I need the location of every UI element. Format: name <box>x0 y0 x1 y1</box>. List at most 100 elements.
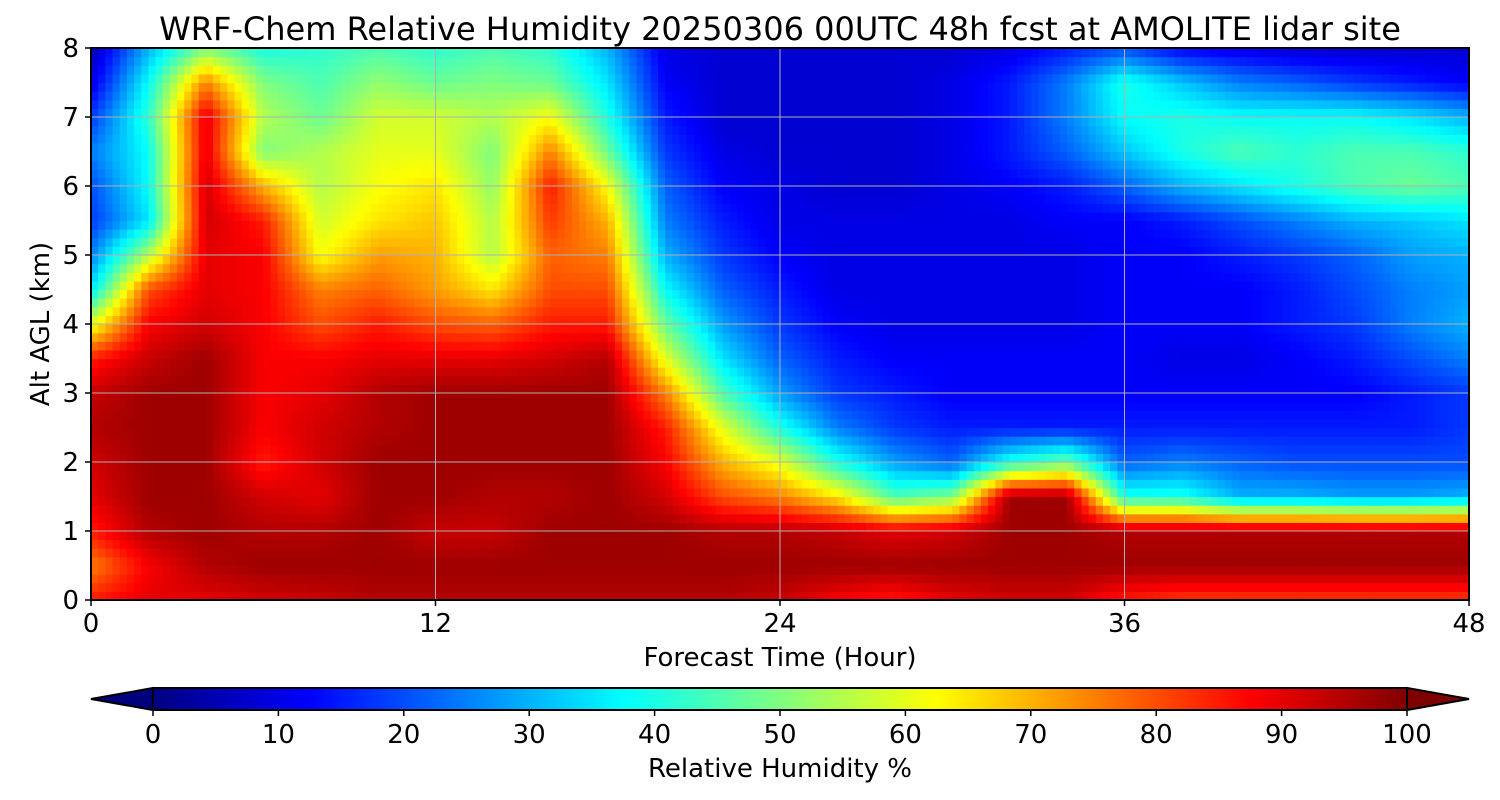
heatmap-cell <box>923 436 932 446</box>
heatmap-cell <box>1282 462 1291 472</box>
heatmap-cell <box>1461 556 1469 567</box>
heatmap-cell <box>772 556 781 567</box>
heatmap-cell <box>1196 418 1205 429</box>
heatmap-cell <box>306 487 315 498</box>
heatmap-cell <box>457 401 465 411</box>
heatmap-cell <box>679 453 688 463</box>
heatmap-cell <box>378 591 386 600</box>
heatmap-cell <box>177 479 185 489</box>
heatmap-cell <box>1325 565 1334 575</box>
heatmap-cell <box>449 375 458 385</box>
heatmap-cell <box>1239 393 1248 403</box>
heatmap-cell <box>1411 462 1420 472</box>
heatmap-cell <box>485 496 494 506</box>
heatmap-cell <box>945 591 953 600</box>
heatmap-cell <box>780 556 788 567</box>
heatmap-cell <box>421 556 429 567</box>
heatmap-cell <box>923 444 932 454</box>
heatmap-cell <box>593 453 602 463</box>
heatmap-cell <box>787 556 795 567</box>
heatmap-cell <box>679 548 688 558</box>
heatmap-cell <box>916 384 925 394</box>
heatmap-cell <box>1153 531 1161 541</box>
heatmap-cell <box>378 393 386 403</box>
heatmap-cell <box>220 582 228 592</box>
heatmap-cell <box>119 436 128 446</box>
heatmap-cell <box>887 401 896 411</box>
heatmap-cell <box>1425 548 1434 558</box>
heatmap-cell <box>1447 453 1456 463</box>
heatmap-cell <box>1052 582 1061 592</box>
heatmap-cell <box>1009 418 1018 429</box>
heatmap-cell <box>600 487 609 498</box>
heatmap-cell <box>952 539 961 549</box>
heatmap-cell <box>1418 565 1427 575</box>
heatmap-cell <box>1454 565 1463 575</box>
heatmap-cell <box>1368 393 1377 403</box>
heatmap-cell <box>1153 505 1161 515</box>
heatmap-cell <box>485 479 494 489</box>
heatmap-cell <box>1461 582 1469 592</box>
heatmap-cell <box>227 591 236 600</box>
heatmap-cell <box>995 462 1004 472</box>
heatmap-cell <box>1160 462 1169 472</box>
heatmap-cell <box>851 565 860 575</box>
heatmap-cell <box>772 574 781 584</box>
heatmap-cell <box>844 539 853 549</box>
heatmap-cell <box>1447 410 1456 420</box>
heatmap-cell <box>1038 462 1047 472</box>
heatmap-cell <box>306 539 315 549</box>
heatmap-cell <box>535 375 544 385</box>
heatmap-cell <box>500 462 508 472</box>
heatmap-cell <box>995 556 1004 567</box>
heatmap-cell <box>1131 531 1140 541</box>
heatmap-cell <box>1375 591 1384 600</box>
heatmap-cell <box>1024 539 1032 549</box>
heatmap-cell <box>464 436 472 446</box>
heatmap-cell <box>916 436 925 446</box>
heatmap-cell <box>751 393 760 403</box>
heatmap-cell <box>471 487 480 498</box>
heatmap-cell <box>1074 505 1083 515</box>
heatmap-cell <box>937 410 946 420</box>
heatmap-cell <box>837 496 846 506</box>
heatmap-cell <box>550 384 559 394</box>
heatmap-cell <box>1303 496 1312 506</box>
heatmap-cell <box>105 487 114 498</box>
heatmap-cell <box>299 479 307 489</box>
heatmap-cell <box>256 582 264 592</box>
heatmap-cell <box>198 505 207 515</box>
heatmap-cell <box>155 453 164 463</box>
heatmap-cell <box>557 522 566 532</box>
heatmap-cell <box>413 375 422 385</box>
heatmap-cell <box>1368 436 1377 446</box>
heatmap-cell <box>543 574 551 584</box>
heatmap-cell <box>1131 401 1140 411</box>
heatmap-cell <box>557 574 566 584</box>
heatmap-cell <box>823 513 831 523</box>
heatmap-cell <box>729 436 738 446</box>
heatmap-cell <box>413 565 422 575</box>
heatmap-cell <box>923 496 932 506</box>
heatmap-cell <box>385 418 394 429</box>
heatmap-cell <box>507 531 516 541</box>
heatmap-cell <box>191 531 200 541</box>
heatmap-cell <box>1411 582 1420 592</box>
heatmap-cell <box>1146 401 1154 411</box>
heatmap-cell <box>1418 410 1427 420</box>
heatmap-cell <box>1303 410 1312 420</box>
heatmap-cell <box>1002 591 1011 600</box>
heatmap-cell <box>378 522 386 532</box>
heatmap-cell <box>1117 565 1126 575</box>
heatmap-cell <box>155 375 164 385</box>
heatmap-cell <box>952 470 961 480</box>
heatmap-cell <box>1088 444 1097 454</box>
heatmap-cell <box>550 582 559 592</box>
heatmap-cell <box>191 479 200 489</box>
heatmap-cell <box>248 418 257 429</box>
heatmap-cell <box>980 556 989 567</box>
heatmap-cell <box>234 479 243 489</box>
heatmap-cell <box>1303 393 1312 403</box>
heatmap-cell <box>1196 548 1205 558</box>
heatmap-cell <box>1110 453 1118 463</box>
